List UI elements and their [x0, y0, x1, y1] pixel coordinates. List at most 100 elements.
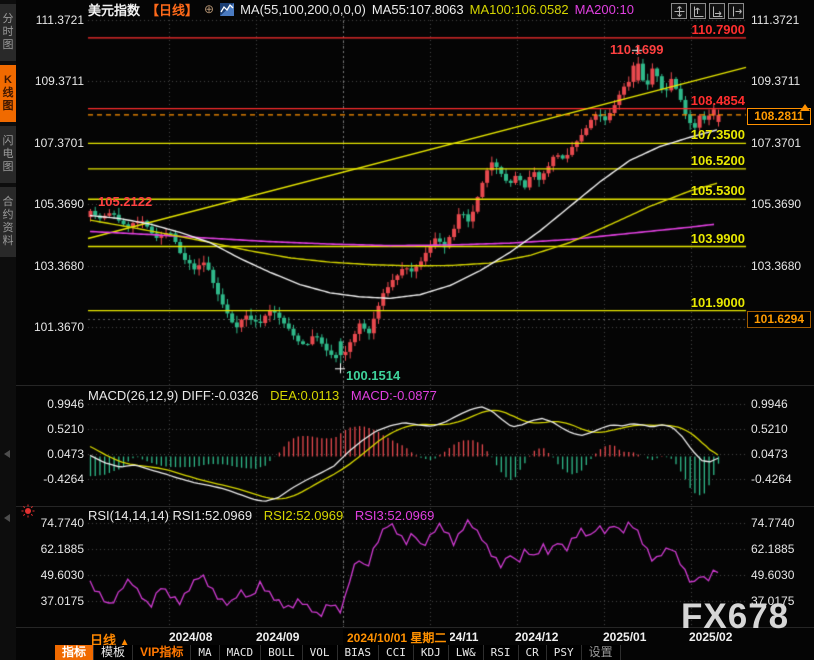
ma-params-label: MA(55,100,200,0,0,0) [240, 1, 366, 17]
sidebar-tab-2[interactable]: 闪电图 [0, 126, 16, 183]
left-sidebar: 分时图 K线图闪电图合约资料 [0, 0, 16, 660]
period-arrow-icon: ▲ [119, 637, 130, 648]
rsi-panel-header: RSI(14,14,14) RSI1:52.0969 RSI2:52.0969 … [88, 508, 442, 523]
toolbar-button-模板[interactable]: 模板 [94, 645, 134, 660]
axis-date-label: 2025/01 [603, 630, 647, 644]
rsi-axis-label: 49.6030 [40, 568, 84, 582]
symbol-name: 美元指数 [88, 2, 141, 18]
macd-axis-label-right: 0.9946 [751, 397, 788, 411]
axis-date-label: 2024/12 [515, 630, 559, 644]
alert-dot-icon[interactable] [21, 504, 35, 523]
toolbar-button-KDJ[interactable]: KDJ [414, 645, 449, 660]
level-line-label: 106.5200 [690, 152, 745, 168]
pan-icon[interactable] [671, 3, 687, 19]
crosshair-date-tooltip: 2024/10/01 星期二 [343, 629, 451, 646]
macd-axis-label-right: -0.4264 [751, 472, 792, 486]
panel-divider [16, 627, 814, 628]
chart-tool-icons [671, 3, 744, 19]
level-line-label: 107.3500 [690, 127, 745, 143]
axis-date-label: 2025/02 [689, 630, 733, 644]
rsi1-value: RSI(14,14,14) RSI1:52.0969 [88, 508, 253, 523]
level-line-label: 108.4854 [690, 92, 745, 108]
panel-divider [16, 506, 814, 507]
price-axis-label-right: 107.3701 [751, 135, 802, 150]
axis-date-label: 24/11 [449, 630, 479, 644]
macd-diff-value: MACD(26,12,9) DIFF:-0.0326 [88, 388, 259, 403]
macd-axis-label: -0.4264 [43, 472, 84, 486]
price-axis-label-right: 103.3680 [751, 258, 802, 273]
toolbar-button-PSY[interactable]: PSY [547, 645, 582, 660]
level-line-label: 101.9000 [690, 294, 745, 310]
price-axis-label-right: 105.3690 [751, 197, 802, 212]
toolbar-button-RSI[interactable]: RSI [484, 645, 519, 660]
exit-chart-icon[interactable] [728, 3, 744, 19]
x-axis-scale-icon[interactable] [709, 3, 725, 19]
toolbar-button-VOL[interactable]: VOL [303, 645, 338, 660]
axis-date-label: 2024/08 [169, 630, 213, 644]
macd-axis-label: 0.5210 [47, 421, 84, 436]
period-low-annotation: 100.1514 [346, 368, 401, 383]
rsi2-value: RSI2:52.0969 [263, 508, 344, 523]
toolbar-button-指标[interactable]: 指标 [55, 645, 95, 660]
rsi-axis-label-right: 37.0175 [751, 594, 795, 608]
period-high-annotation: 110.1699 [610, 42, 664, 57]
price-axis-label: 103.3680 [33, 258, 84, 273]
toolbar-button-设置[interactable]: 设置 [582, 645, 621, 660]
macd-axis-label-right: 0.5210 [751, 421, 788, 436]
level-line-label: 105.5300 [690, 183, 745, 199]
macd-axis-label: 0.9946 [47, 397, 84, 411]
toolbar-button-BIAS[interactable]: BIAS [338, 645, 379, 660]
macd-panel-header: MACD(26,12,9) DIFF:-0.0326 DEA:0.0113 MA… [88, 388, 445, 403]
macd-axis-label-right: 0.0473 [751, 446, 788, 461]
rsi-axis-label-right: 62.1885 [751, 542, 795, 556]
ma100-value: MA100:106.0582 [469, 1, 569, 17]
panel-divider [16, 385, 814, 386]
macd-axis-label: 0.0473 [47, 446, 84, 461]
sidebar-tab-0[interactable]: 分时图 [0, 4, 16, 61]
period-text: 日线 [90, 633, 117, 648]
toolbar-button-MA[interactable]: MA [191, 645, 220, 660]
crosshair-price-box: 101.6294 [747, 310, 811, 328]
toolbar-button-BOLL[interactable]: BOLL [261, 645, 303, 660]
rsi-axis-label-right: 49.6030 [751, 568, 795, 582]
add-overlay-icon[interactable]: ⊕ [204, 2, 215, 16]
toolbar-button-CR[interactable]: CR [519, 645, 547, 660]
macd-panel-collapse-icon[interactable] [4, 450, 10, 458]
last-price-box: 108.2811 [747, 107, 811, 125]
price-axis-label-right: 111.3721 [751, 13, 800, 27]
price-axis-label: 107.3701 [33, 135, 84, 150]
sidebar-tab-3[interactable]: 合约资料 [0, 187, 16, 257]
price-axis-label: 105.3690 [33, 197, 84, 212]
price-axis-label-right: 109.3711 [751, 74, 801, 89]
rsi-panel-collapse-icon[interactable] [4, 514, 10, 522]
ma-indicator-icon[interactable] [220, 2, 235, 16]
price-axis-label: 111.3721 [35, 13, 84, 27]
level-line-label: 103.9900 [690, 230, 745, 246]
sidebar-tab-1[interactable]: K线图 [0, 65, 16, 122]
level-line-label: 110.7900 [691, 21, 745, 37]
toolbar-button-MACD[interactable]: MACD [220, 645, 262, 660]
indicator-toolbar: 指标 模板 VIP指标 MA MACD BOLL VOL BIAS CCI KDJ LW& RSI CR… [55, 645, 621, 660]
ma200-value: MA200:10 [574, 1, 634, 17]
toolbar-button-CCI[interactable]: CCI [379, 645, 414, 660]
rsi3-value: RSI3:52.0969 [354, 508, 435, 523]
rsi-axis-label-right: 74.7740 [751, 516, 795, 530]
price-axis-label: 101.3670 [33, 320, 84, 334]
rsi-axis-label: 62.1885 [40, 542, 84, 556]
macd-macd-value: MACD:-0.0877 [350, 388, 437, 403]
y-axis-scale-icon[interactable] [690, 3, 706, 19]
price-axis-label: 109.3711 [34, 74, 84, 89]
toolbar-button-LW&[interactable]: LW& [449, 645, 484, 660]
fx678-watermark: FX678 [681, 597, 790, 636]
toolbar-button-VIP指标[interactable]: VIP指标 [133, 645, 192, 660]
ma55-value: MA55:107.8063 [371, 1, 464, 17]
rsi-axis-label: 37.0175 [40, 594, 84, 608]
first-high-annotation: 105.2122 [98, 194, 153, 209]
chart-title-bar: 美元指数 【日线】 ⊕ MA(55,100,200,0,0,0) MA55:10… [88, 1, 634, 18]
period-selector[interactable]: 日线 ▲ [90, 630, 130, 649]
rsi-axis-label: 74.7740 [40, 516, 84, 530]
axis-date-label: 2024/09 [256, 630, 300, 644]
period-tag[interactable]: 【日线】 [146, 2, 199, 18]
